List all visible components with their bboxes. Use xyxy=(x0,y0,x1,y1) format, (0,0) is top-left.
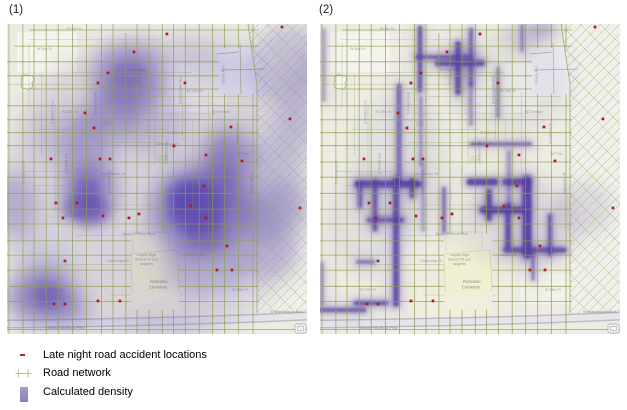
svg-text:Cemetery: Cemetery xyxy=(462,285,481,290)
svg-text:Angeles: Angeles xyxy=(453,262,466,266)
svg-text:S Berendo St: S Berendo St xyxy=(563,173,567,194)
svg-text:Rosedale: Rosedale xyxy=(463,279,481,284)
svg-text:Santa Monica Fwy: Santa Monica Fwy xyxy=(360,325,398,330)
svg-text:S Western Ave: S Western Ave xyxy=(364,100,368,124)
svg-text:S Catalina St: S Catalina St xyxy=(549,123,553,144)
svg-text:W 2nd St: W 2nd St xyxy=(37,47,52,51)
svg-text:W 9th St: W 9th St xyxy=(67,27,81,31)
svg-text:W Washington Blvd: W Washington Blvd xyxy=(270,310,303,314)
svg-text:Cambridge St: Cambridge St xyxy=(420,259,442,263)
svg-text:W 9th St: W 9th St xyxy=(380,27,394,31)
svg-text:W 12th Pl: W 12th Pl xyxy=(545,288,561,292)
svg-text:W Washington Blvd: W Washington Blvd xyxy=(583,310,616,314)
svg-text:School Of Los: School Of Los xyxy=(448,258,471,262)
svg-text:W 17th St: W 17th St xyxy=(360,288,376,292)
svg-text:W 2nd St: W 2nd St xyxy=(350,47,365,51)
svg-text:W Pl St: W Pl St xyxy=(550,152,562,156)
svg-text:S Gramercy Pl: S Gramercy Pl xyxy=(335,160,339,184)
svg-text:Loyola High: Loyola High xyxy=(450,253,469,257)
